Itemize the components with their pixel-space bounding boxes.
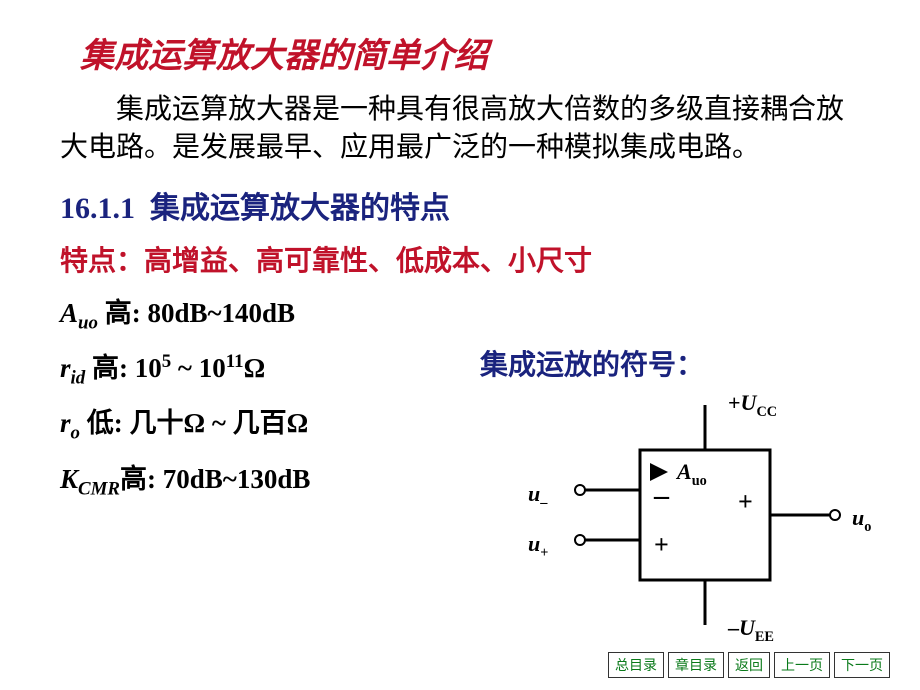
svg-text:+UCC: +UCC — [728, 390, 777, 420]
svg-text:Auo: Auo — [675, 459, 707, 489]
svg-text:u+: u+ — [528, 531, 548, 561]
feature-line: 特点：高增益、高可靠性、低成本、小尺寸 — [0, 233, 920, 285]
slide-title: 集成运算放大器的简单介绍 — [0, 0, 920, 91]
nav-back[interactable]: 返回 — [728, 652, 770, 678]
svg-text:u–: u– — [528, 481, 548, 511]
section-heading: 16.1.1 集成运算放大器的特点 — [0, 177, 920, 233]
nav-next[interactable]: 下一页 — [834, 652, 890, 678]
section-title-text: 集成运算放大器的特点 — [150, 192, 450, 225]
nav-prev[interactable]: 上一页 — [774, 652, 830, 678]
svg-text:+: + — [654, 530, 669, 559]
param-auo: Auo 高: 80dB~140dB — [0, 285, 920, 340]
section-number: 16.1.1 — [60, 192, 135, 225]
nav-bar: 总目录 章目录 返回 上一页 下一页 — [608, 652, 890, 678]
nav-chapter-toc[interactable]: 章目录 — [668, 652, 724, 678]
nav-main-toc[interactable]: 总目录 — [608, 652, 664, 678]
svg-text:–UEE: –UEE — [727, 615, 774, 645]
svg-text:+: + — [738, 487, 753, 516]
symbol-heading: 集成运放的符号： — [480, 343, 704, 383]
svg-text:–: – — [653, 479, 670, 512]
intro-text: 集成运算放大器是一种具有很高放大倍数的多级直接耦合放大电路。是发展最早、应用最广… — [0, 91, 920, 177]
opamp-diagram: +UCC –UEE Auo– + + u– u+ uo — [480, 385, 900, 655]
svg-text:uo: uo — [852, 505, 871, 535]
